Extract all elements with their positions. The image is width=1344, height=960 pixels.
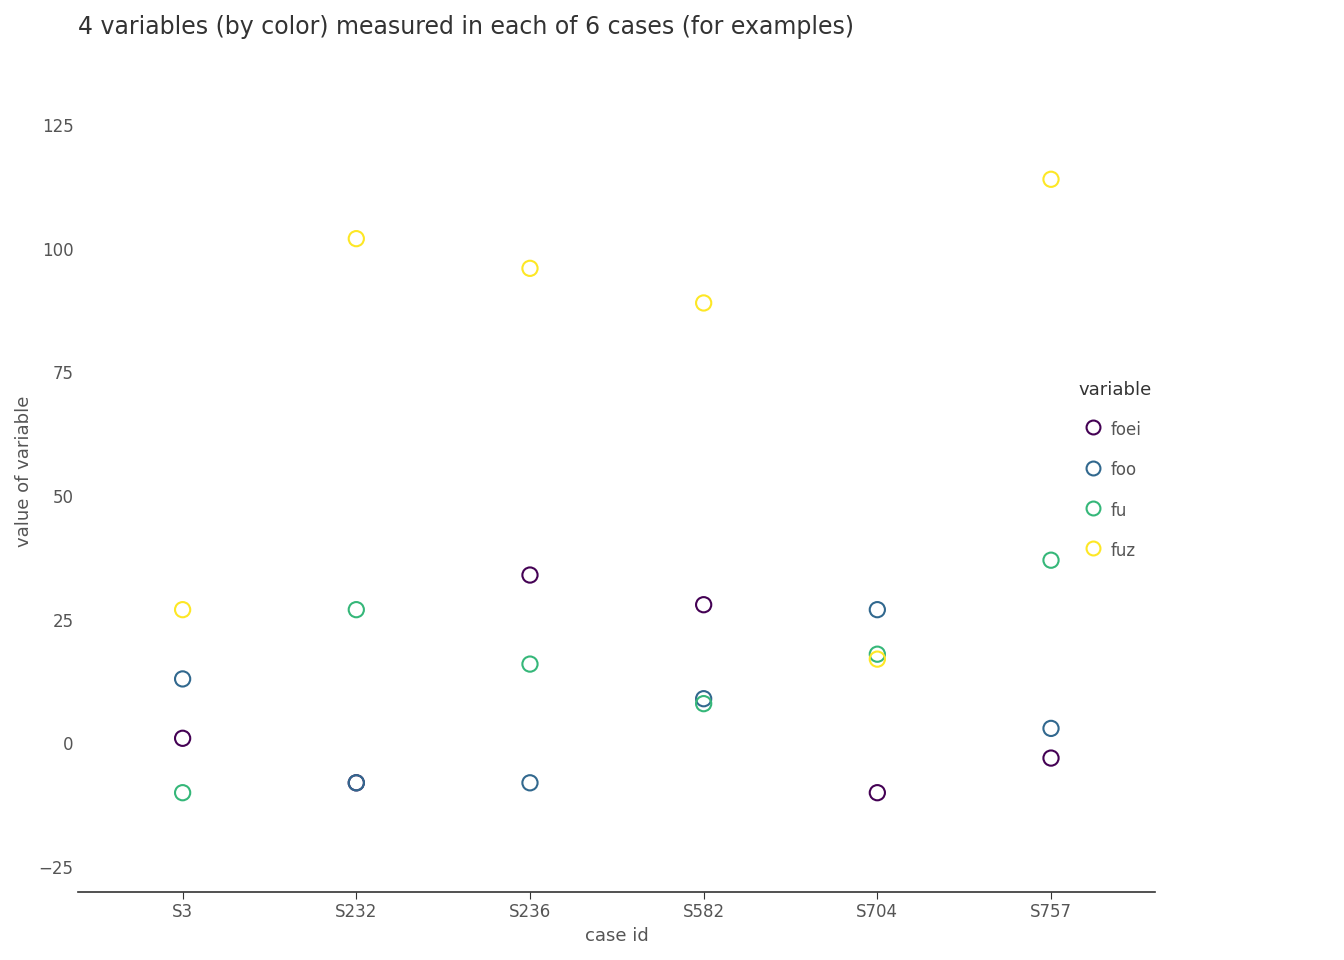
- foei: [519, 567, 540, 583]
- fuz: [694, 296, 715, 311]
- foo: [694, 691, 715, 707]
- foo: [1040, 721, 1062, 736]
- foo: [519, 775, 540, 790]
- Text: 4 variables (by color) measured in each of 6 cases (for examples): 4 variables (by color) measured in each …: [78, 15, 855, 39]
- foei: [172, 731, 194, 746]
- foei: [694, 597, 715, 612]
- fuz: [867, 652, 888, 667]
- fu: [867, 646, 888, 661]
- foo: [867, 602, 888, 617]
- fu: [1040, 553, 1062, 568]
- fuz: [345, 231, 367, 247]
- foei: [867, 785, 888, 801]
- foo: [345, 775, 367, 790]
- fuz: [172, 602, 194, 617]
- foo: [172, 671, 194, 686]
- foei: [1040, 751, 1062, 766]
- fuz: [519, 261, 540, 276]
- fu: [694, 696, 715, 711]
- X-axis label: case id: case id: [585, 927, 649, 945]
- fu: [345, 602, 367, 617]
- Y-axis label: value of variable: value of variable: [15, 396, 34, 547]
- fuz: [1040, 172, 1062, 187]
- fu: [172, 785, 194, 801]
- fu: [519, 657, 540, 672]
- foei: [345, 775, 367, 790]
- Legend: foei, foo, fu, fuz: foei, foo, fu, fuz: [1062, 365, 1168, 578]
